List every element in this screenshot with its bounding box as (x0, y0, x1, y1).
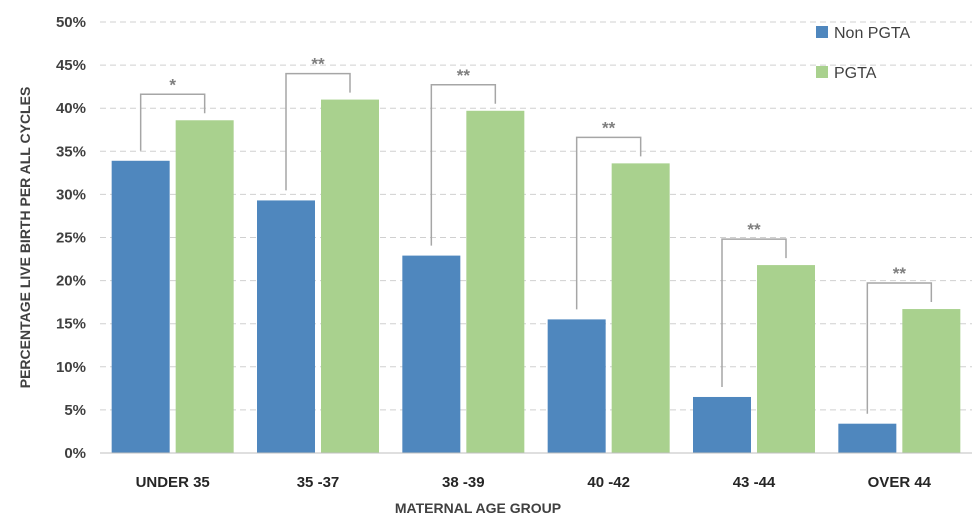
bar-pgta (175, 120, 234, 453)
x-category-label: 43 -44 (733, 474, 776, 491)
bars (111, 99, 961, 454)
significance-marker: * (169, 75, 176, 94)
y-axis-ticks: 0% 5% 10% 15% 20% 25% 30% 35% 40% 45% 50% (56, 14, 86, 462)
y-tick-label: 0% (64, 445, 86, 462)
legend-label: Non PGTA (834, 25, 911, 42)
bar-pgta (321, 99, 379, 453)
x-category-label: OVER 44 (868, 474, 932, 491)
y-tick-label: 30% (56, 186, 86, 203)
bar-pgta (902, 309, 961, 453)
x-category-label: UNDER 35 (136, 474, 210, 491)
x-axis-title: MATERNAL AGE GROUP (395, 500, 561, 516)
y-axis-title: PERCENTAGE LIVE BIRTH PER ALL CYCLES (17, 87, 33, 389)
y-tick-label: 10% (56, 359, 86, 376)
bar-non-pgta (257, 200, 315, 453)
bar-pgta (757, 265, 815, 453)
y-tick-label: 5% (64, 402, 86, 419)
significance-marker: ** (457, 66, 471, 85)
y-tick-label: 20% (56, 273, 86, 290)
y-tick-label: 50% (56, 14, 86, 31)
significance-bracket (721, 238, 787, 387)
x-category-label: 38 -39 (442, 474, 485, 491)
bar-pgta (611, 163, 670, 454)
gridlines (100, 21, 972, 411)
significance-bracket (866, 282, 933, 414)
y-tick-label: 25% (56, 230, 86, 247)
y-tick-label: 35% (56, 143, 86, 160)
bar-pgta (466, 110, 525, 453)
significance-bracket (575, 136, 642, 310)
significance-marker: ** (311, 55, 325, 74)
significance-marker: ** (747, 220, 761, 239)
legend-label: PGTA (834, 65, 877, 82)
significance-bracket (430, 84, 497, 246)
x-axis-labels: UNDER 35 35 -37 38 -39 40 -42 43 -44 OVER 44 (136, 474, 932, 491)
legend: Non PGTA PGTA (816, 25, 911, 82)
legend-swatch (816, 66, 828, 78)
significance-bracket (285, 72, 351, 191)
y-tick-label: 45% (56, 57, 86, 74)
bar-non-pgta (111, 160, 170, 454)
y-tick-label: 40% (56, 100, 86, 117)
significance-marker: ** (602, 118, 616, 137)
bar-non-pgta (838, 423, 897, 453)
y-tick-label: 15% (56, 316, 86, 333)
significance-brackets: *********** (139, 55, 933, 414)
significance-marker: ** (893, 264, 907, 283)
bar-non-pgta (693, 396, 751, 453)
x-category-label: 35 -37 (297, 474, 340, 491)
significance-bracket (139, 93, 206, 151)
bar-non-pgta (547, 319, 606, 453)
legend-swatch (816, 26, 828, 38)
x-category-label: 40 -42 (587, 474, 630, 491)
bar-non-pgta (402, 255, 461, 453)
